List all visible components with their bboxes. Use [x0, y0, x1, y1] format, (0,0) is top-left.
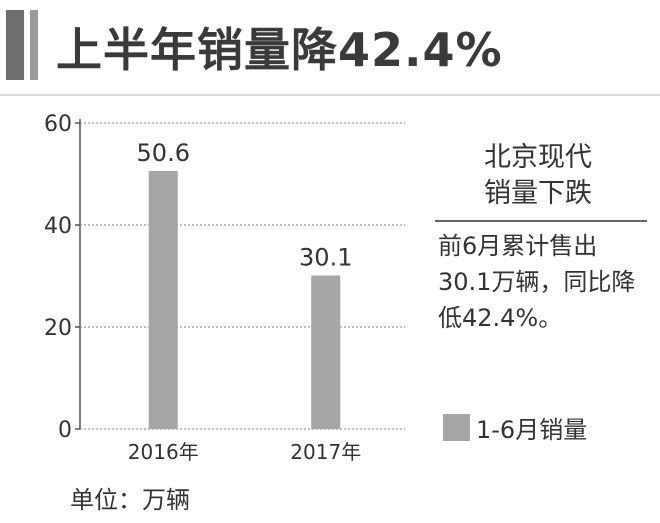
data-label: 50.6 — [137, 139, 190, 167]
legend-swatch — [443, 413, 470, 441]
side-note-line1: 前6月累计售出 — [438, 232, 598, 260]
side-note-line2: 30.1万辆，同比降 — [438, 268, 636, 296]
title-divider — [0, 94, 660, 96]
x-tick-label: 2016年 — [128, 440, 199, 464]
side-heading-line1: 北京现代 — [484, 142, 592, 173]
side-note: 前6月累计售出 30.1万辆，同比降 低42.4%。 — [438, 228, 653, 336]
side-heading: 北京现代 销量下跌 — [448, 140, 628, 212]
bar — [311, 275, 341, 429]
y-tick-label: 0 — [58, 418, 72, 443]
side-heading-line2: 销量下跌 — [484, 178, 592, 209]
y-tick-label: 20 — [44, 316, 72, 341]
chart-legend: 1-6月销量 — [443, 412, 588, 444]
y-tick-label: 60 — [44, 112, 72, 137]
data-label: 30.1 — [299, 243, 352, 271]
bar — [148, 170, 178, 429]
legend-label: 1-6月销量 — [476, 415, 588, 444]
title-accent-bar — [6, 10, 24, 80]
y-tick-label: 40 — [44, 214, 72, 239]
x-tick-label: 2017年 — [290, 440, 361, 464]
page-title: 上半年销量降42.4% — [56, 23, 503, 77]
side-divider — [435, 220, 647, 222]
unit-label: 单位：万辆 — [70, 486, 190, 514]
side-note-line3: 低42.4%。 — [438, 304, 563, 332]
title-accent-bar-light — [30, 10, 38, 80]
